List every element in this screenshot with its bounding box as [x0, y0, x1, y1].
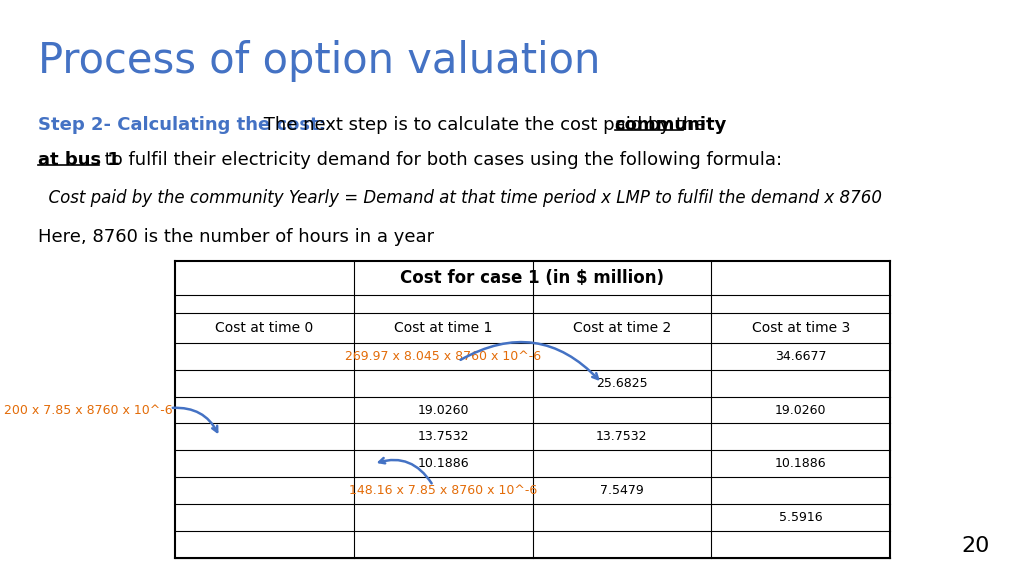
Text: 13.7532: 13.7532: [596, 430, 647, 444]
Text: Cost for case 1 (in $ million): Cost for case 1 (in $ million): [400, 269, 665, 287]
Text: Cost at time 3: Cost at time 3: [752, 321, 850, 335]
Text: to fulfil their electricity demand for both cases using the following formula:: to fulfil their electricity demand for b…: [98, 151, 782, 169]
Text: 5.5916: 5.5916: [779, 511, 822, 524]
Text: 13.7532: 13.7532: [418, 430, 469, 444]
Text: 269.97 x 8.045 x 8760 x 10^-6: 269.97 x 8.045 x 8760 x 10^-6: [345, 350, 542, 363]
Text: 200 x 7.85 x 8760 x 10^-6: 200 x 7.85 x 8760 x 10^-6: [4, 404, 173, 416]
Text: 19.0260: 19.0260: [775, 404, 826, 416]
Text: 148.16 x 7.85 x 8760 x 10^-6: 148.16 x 7.85 x 8760 x 10^-6: [349, 484, 538, 497]
Text: Cost at time 2: Cost at time 2: [572, 321, 671, 335]
Text: 25.6825: 25.6825: [596, 377, 648, 389]
Text: The next step is to calculate the cost paid by the: The next step is to calculate the cost p…: [258, 116, 712, 134]
Text: Here, 8760 is the number of hours in a year: Here, 8760 is the number of hours in a y…: [38, 228, 434, 246]
Text: Cost at time 1: Cost at time 1: [394, 321, 493, 335]
Text: 7.5479: 7.5479: [600, 484, 644, 497]
Text: at bus 1: at bus 1: [38, 151, 120, 169]
Text: community: community: [614, 116, 727, 134]
Text: Cost paid by the community Yearly = Demand at that time period x LMP to fulfil t: Cost paid by the community Yearly = Dema…: [38, 189, 882, 207]
Text: Cost at time 0: Cost at time 0: [215, 321, 313, 335]
Text: 10.1886: 10.1886: [775, 457, 826, 471]
Text: Process of option valuation: Process of option valuation: [38, 40, 600, 82]
Text: Step 2- Calculating the cost:: Step 2- Calculating the cost:: [38, 116, 326, 134]
Text: 20: 20: [962, 536, 990, 556]
Text: 10.1886: 10.1886: [418, 457, 469, 471]
Text: 19.0260: 19.0260: [418, 404, 469, 416]
Text: 34.6677: 34.6677: [775, 350, 826, 363]
